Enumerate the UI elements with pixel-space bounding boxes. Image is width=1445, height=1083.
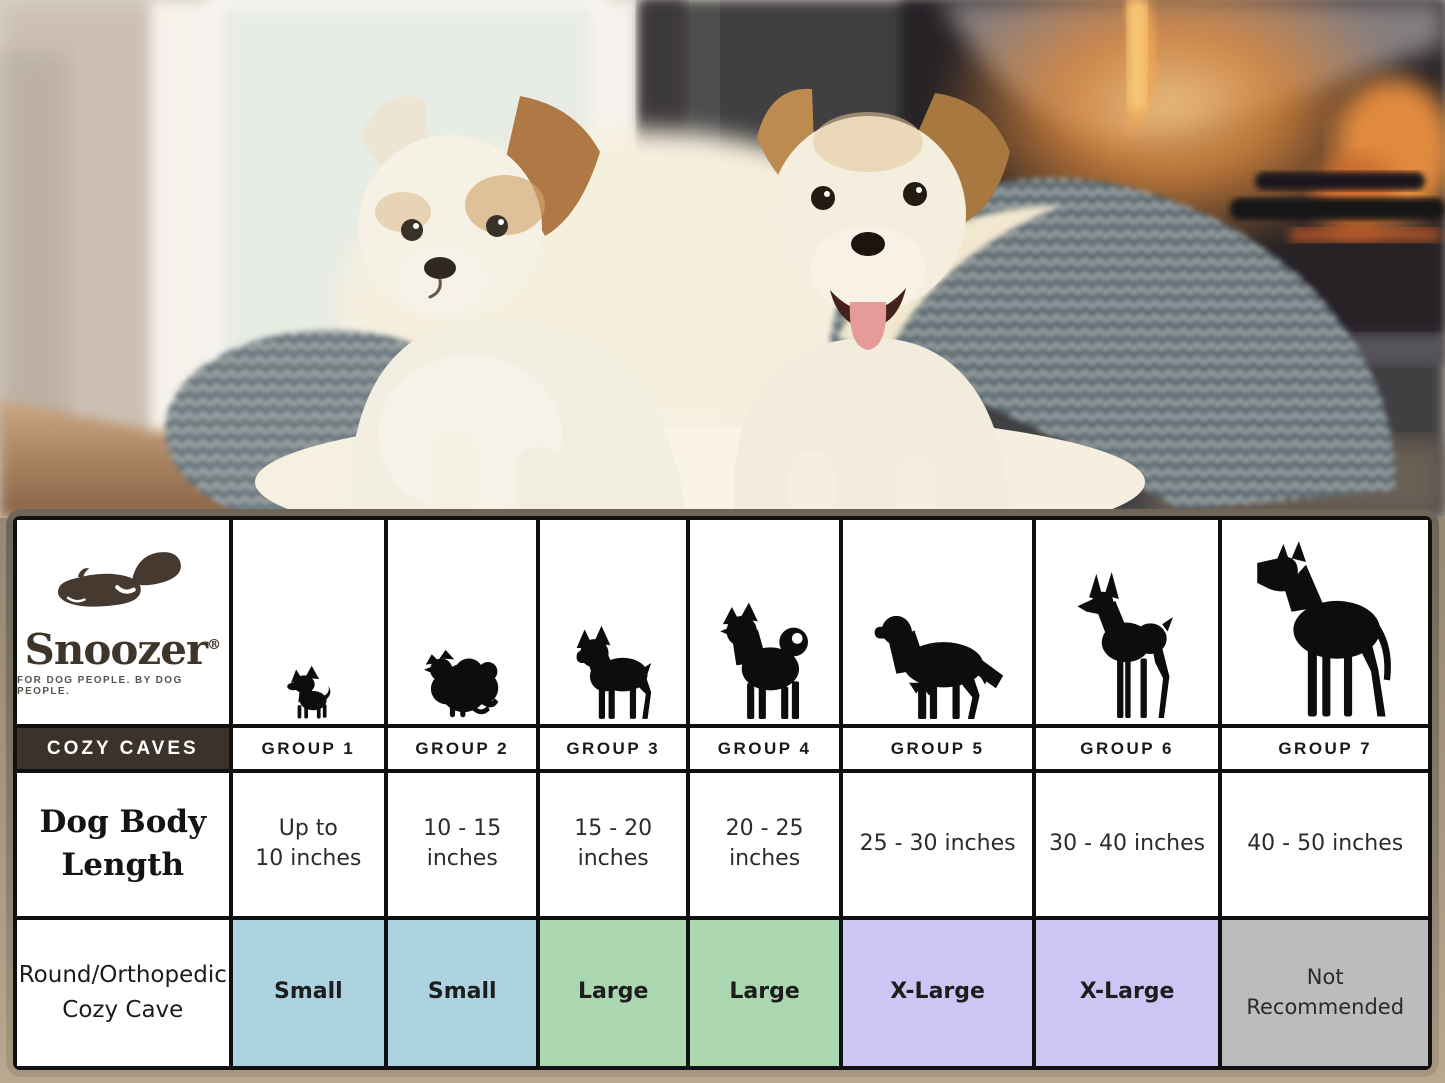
registered-trademark: ® [207,636,222,653]
group-7-dog-cell [1222,520,1428,724]
group-2-header: GROUP 2 [388,727,537,770]
size-value: Large [577,979,649,1005]
group-7-size-cell: Not Recommended [1222,919,1428,1066]
group-header-label: GROUP 5 [890,738,985,758]
photo-dog-right [734,88,1010,518]
group-6-header: GROUP 6 [1035,727,1219,770]
group-3-body-length: 15 - 20 inches [540,773,686,916]
body-length-value: 25 - 30 inches [859,831,1016,857]
group-6-dog-cell [1035,520,1219,724]
photo-right-dog-ear [918,93,1010,227]
size-value: Not Recommended [1246,965,1405,1019]
brand-logo-cell: Snoozer® FOR DOG PEOPLE. BY DOG PEOPLE. [17,520,229,724]
body-length-title: Dog Body Length [39,804,207,884]
size-value: Small [427,979,497,1005]
series-label-cell: COZY CAVES [17,727,229,770]
group-header-label: GROUP 4 [717,738,812,758]
photo-log [1230,198,1445,220]
group-6-size-cell: X-Large [1035,919,1219,1066]
logo-smile [66,596,86,603]
photo-left-dog-paw [430,432,476,518]
group-1-dog-cell [232,520,385,724]
body-length-row-label: Dog Body Length [17,773,229,916]
size-value: X-Large [1079,979,1175,1005]
group-2-size-cell: Small [388,919,537,1066]
photo-left-dog-nose [424,257,456,279]
chihuahua-silhouette-icon [287,665,331,719]
group-5-dog-cell [843,520,1032,724]
photo-hood-fleece-rim [838,205,1062,358]
photo-right-dog-paw [790,452,834,518]
body-length-value: 10 - 15 inches [423,815,502,872]
product-row-label: Round/Orthopedic Cozy Cave [17,919,229,1066]
group-1-body-length: Up to 10 inches [232,773,385,916]
group-5-header: GROUP 5 [843,727,1032,770]
size-chart-frame: Snoozer® FOR DOG PEOPLE. BY DOG PEOPLE. [13,516,1432,1070]
group-2-body-length: 10 - 15 inches [388,773,537,916]
size-value: X-Large [890,979,985,1005]
photo-right-dog-tongue [849,302,887,350]
group-4-header: GROUP 4 [689,727,840,770]
group-3-dog-cell [540,520,686,724]
body-length-value: 15 - 20 inches [574,815,653,872]
group-6-body-length: 30 - 40 inches [1035,773,1219,916]
body-length-value: Up to 10 inches [255,815,362,872]
group-1-size-cell: Small [232,919,385,1066]
great-dane-silhouette-icon [1257,541,1392,717]
hero-photo [0,0,1445,518]
group-5-body-length: 25 - 30 inches [843,773,1032,916]
group-header-label: GROUP 6 [1080,738,1174,758]
group-header-label: GROUP 2 [415,738,510,758]
brand-name: Snoozer® [24,624,222,674]
body-length-value: 20 - 25 inches [725,815,804,872]
photo-herringbone-hood [830,178,1396,511]
group-7-header: GROUP 7 [1222,727,1428,770]
logo-closed-eye [114,585,136,594]
photo-dog-left [349,96,685,518]
boston-terrier-silhouette-icon [576,625,652,719]
group-5-size-cell: X-Large [843,919,1032,1066]
series-label: COZY CAVES [46,737,199,759]
size-chart-panel: Snoozer® FOR DOG PEOPLE. BY DOG PEOPLE. [6,509,1439,1077]
group-4-dog-cell [689,520,840,724]
group-2-dog-cell [388,520,537,724]
photo-left-dog-paw [516,447,560,518]
product-title: Round/Orthopedic Cozy Cave [18,962,227,1023]
photo-embers [1290,228,1440,242]
group-4-size-cell: Large [689,919,840,1066]
group-header-label: GROUP 1 [261,738,356,758]
group-3-header: GROUP 3 [540,727,686,770]
size-value: Large [729,979,800,1005]
group-3-size-cell: Large [540,919,686,1066]
body-length-value: 30 - 40 inches [1049,831,1206,857]
photo-log [1255,172,1425,190]
brand-tagline: FOR DOG PEOPLE. BY DOG PEOPLE. [17,674,183,697]
pomeranian-silhouette-icon [424,649,499,718]
group-7-body-length: 40 - 50 inches [1222,773,1428,916]
doberman-silhouette-icon [1077,571,1174,718]
photo-right-dog-mouth [830,288,906,330]
photo-right-dog-paw [895,457,937,518]
group-header-label: GROUP 7 [1278,738,1373,758]
group-1-header: GROUP 1 [232,727,385,770]
body-length-value: 40 - 50 inches [1247,831,1404,857]
size-chart-table: Snoozer® FOR DOG PEOPLE. BY DOG PEOPLE. [17,520,1428,1066]
snoozer-dog-logo-icon [57,552,181,607]
group-4-body-length: 20 - 25 inches [689,773,840,916]
size-value: Small [273,979,343,1005]
shiba-inu-silhouette-icon [719,602,808,719]
group-header-label: GROUP 3 [566,738,661,758]
photo-right-dog-nose [851,232,885,256]
golden-retriever-silhouette-icon [874,615,1003,719]
